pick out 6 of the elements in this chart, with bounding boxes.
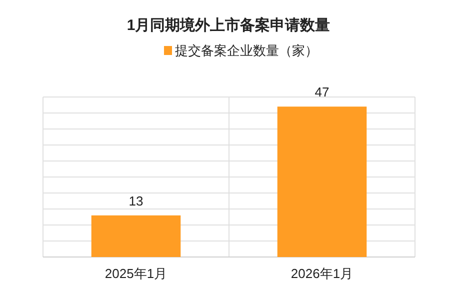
chart-title: 1月同期境外上市备案申请数量: [126, 16, 330, 34]
legend-label: 提交备案企业数量（家）: [175, 43, 318, 58]
data-label: 13: [128, 193, 144, 208]
x-tick-label: 2025年1月: [104, 266, 168, 281]
x-tick-label: 2026年1月: [290, 266, 354, 281]
data-label: 47: [314, 84, 330, 100]
